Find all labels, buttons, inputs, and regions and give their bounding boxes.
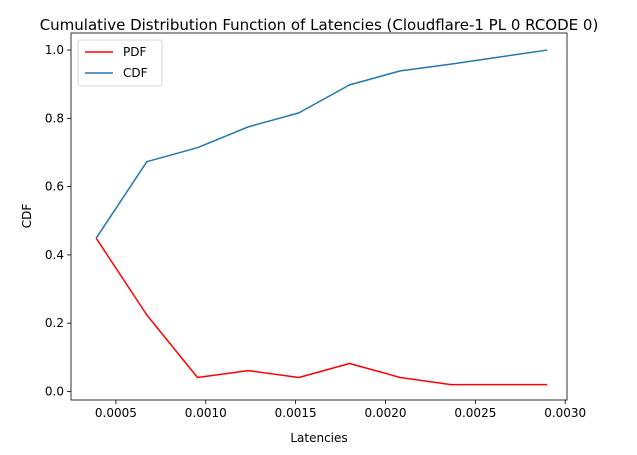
series-line-cdf [95,49,548,239]
x-tick-label: 0.0005 [95,406,137,420]
y-tick-label: 0.6 [45,180,64,194]
legend-label: PDF [123,45,146,59]
y-tick-label: 0.2 [45,316,64,330]
x-tick-label: 0.0020 [364,406,406,420]
legend-box [77,39,163,87]
x-axis-label: Latencies [290,431,347,445]
x-tick-label: 0.0015 [275,406,317,420]
x-tick-label: 0.0025 [454,406,496,420]
y-axis: 0.0 0.2 0.4 0.6 0.8 1.0 [45,43,71,398]
y-tick-label: 0.0 [45,384,64,398]
x-tick-label: 0.0030 [544,406,586,420]
legend-label: CDF [123,66,148,80]
axes-frame [70,32,568,401]
y-axis-label: CDF [20,204,34,229]
y-tick-label: 1.0 [45,43,64,57]
series-line-pdf [95,237,548,386]
x-tick-label: 0.0010 [185,406,227,420]
y-tick-label: 0.8 [45,111,64,125]
legend: PDF CDF [77,39,163,87]
y-tick-label: 0.4 [45,248,64,262]
plot-area [95,49,548,386]
chart-title: Cumulative Distribution Function of Late… [40,16,599,34]
x-axis: 0.0005 0.0010 0.0015 0.0020 0.0025 0.0030 [95,400,586,420]
